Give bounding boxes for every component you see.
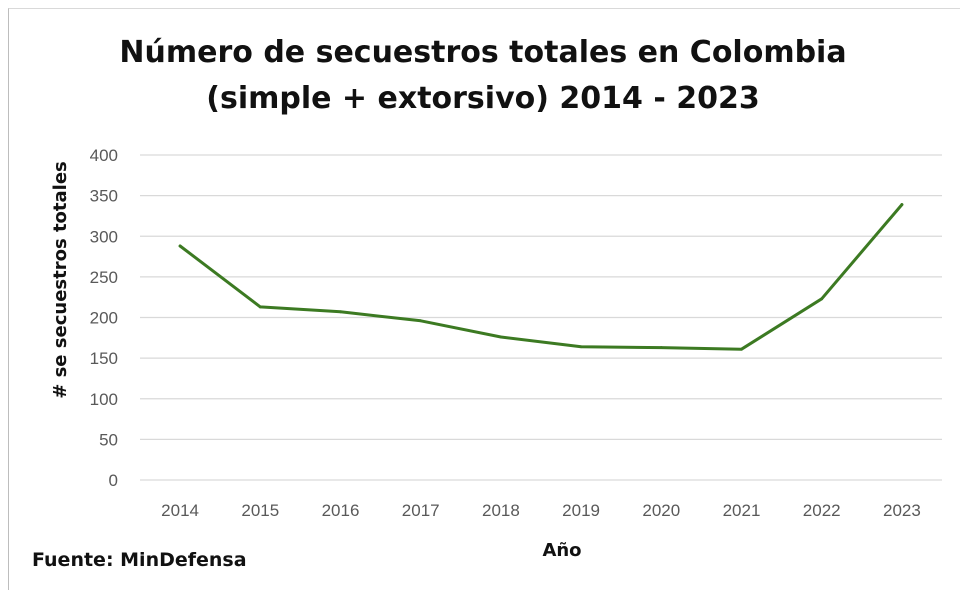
y-tick-label: 100 <box>90 390 118 409</box>
x-tick-label: 2023 <box>883 501 921 520</box>
data-point <box>258 305 262 309</box>
data-point <box>820 297 824 301</box>
x-tick-label: 2018 <box>482 501 520 520</box>
x-tick-label: 2020 <box>642 501 680 520</box>
data-point <box>740 347 743 351</box>
data-point <box>419 319 423 323</box>
gridlines <box>140 154 942 481</box>
y-tick-label: 300 <box>90 227 118 246</box>
x-tick-label: 2017 <box>402 501 440 520</box>
y-axis-label: # se secuestros totales <box>50 161 71 399</box>
chart-title-line-1: Número de secuestros totales en Colombia <box>119 35 847 70</box>
source-note: Fuente: MinDefensa <box>32 549 247 571</box>
data-point <box>900 203 904 206</box>
y-tick-label: 200 <box>90 309 118 328</box>
x-tick-label: 2016 <box>322 501 360 520</box>
x-axis-label: Año <box>542 540 581 561</box>
data-point <box>339 310 342 314</box>
x-tick-label: 2014 <box>161 501 199 520</box>
chart-frame <box>8 8 960 590</box>
x-tick-label: 2022 <box>803 501 841 520</box>
x-tick-label: 2019 <box>562 501 600 520</box>
x-axis-ticks: 2014 2015 2016 2017 2018 2019 2020 2021 2022 2023 <box>161 501 921 520</box>
data-point <box>579 345 583 349</box>
data-point <box>659 346 663 349</box>
y-tick-label: 0 <box>109 471 118 490</box>
series-line <box>178 203 904 351</box>
chart-title: Número de secuestros totales en Colombia… <box>0 30 966 122</box>
x-tick-label: 2015 <box>241 501 279 520</box>
y-tick-label: 50 <box>99 430 118 449</box>
y-tick-label: 400 <box>90 146 118 165</box>
series-group <box>178 203 904 351</box>
data-point <box>178 244 182 248</box>
x-tick-label: 2021 <box>723 501 761 520</box>
data-point <box>499 335 503 339</box>
y-axis-ticks: 0 50 100 150 200 250 300 350 400 <box>90 146 118 490</box>
y-tick-label: 350 <box>90 187 118 206</box>
y-tick-label: 150 <box>90 349 118 368</box>
chart-title-line-2: (simple + extorsivo) 2014 - 2023 <box>206 81 760 116</box>
y-tick-label: 250 <box>90 268 118 287</box>
